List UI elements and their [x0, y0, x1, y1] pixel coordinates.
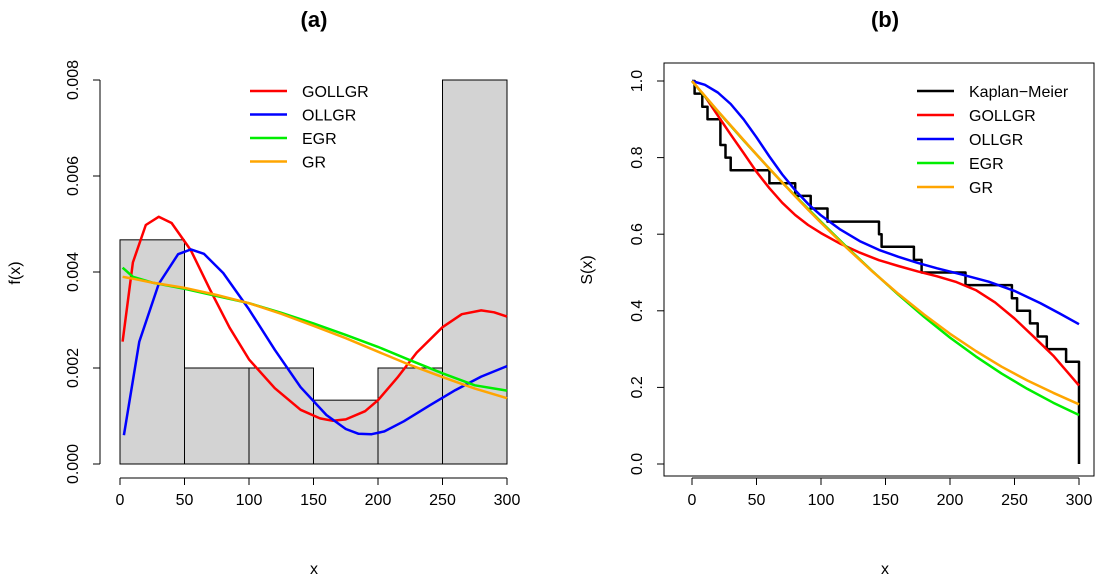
y-tick-label: 0.4 — [629, 300, 646, 322]
panel-a-y-label: f(x) — [7, 261, 24, 284]
x-tick-label: 250 — [429, 492, 456, 509]
legend-label-gollgr: GOLLGR — [302, 84, 369, 101]
legend-label-egr: EGR — [969, 156, 1004, 173]
x-tick-label: 50 — [176, 492, 194, 509]
panel-b-y-label: S(x) — [579, 255, 596, 284]
y-tick-label: 0.6 — [629, 223, 646, 245]
series-kaplan-meier-line — [692, 79, 1081, 464]
panel-b-x-axis: 0 50 100 150 200 250 300 — [688, 477, 1093, 509]
x-tick-label: 150 — [872, 492, 899, 509]
panel-b-legend: Kaplan−Meier GOLLGR OLLGR EGR GR — [917, 84, 1069, 197]
histogram-bar-6 — [442, 79, 508, 465]
series-ollgr-line — [691, 79, 1080, 326]
x-tick-label: 200 — [937, 492, 964, 509]
y-tick-label: 0.8 — [629, 146, 646, 168]
legend-label-ollgr: OLLGR — [969, 132, 1023, 149]
legend-label-kaplan-meier: Kaplan−Meier — [969, 84, 1069, 101]
panel-a-title: (a) — [301, 7, 328, 32]
y-tick-label: 0.000 — [65, 444, 82, 484]
series-gr-line — [691, 80, 1080, 406]
legend-label-gollgr: GOLLGR — [969, 108, 1036, 125]
x-tick-label: 150 — [300, 492, 327, 509]
panel-a-x-label: x — [310, 561, 318, 578]
series-gollgr-line — [121, 215, 508, 423]
legend-label-gr: GR — [302, 155, 326, 172]
x-tick-label: 100 — [236, 492, 263, 509]
x-tick-label: 300 — [494, 492, 521, 509]
panel-a-y-axis: 0.000 0.002 0.004 0.006 0.008 — [65, 60, 101, 484]
histogram-bars — [119, 79, 508, 465]
histogram-bar-3 — [248, 367, 314, 465]
panel-b-title: (b) — [871, 7, 899, 32]
x-tick-label: 0 — [688, 492, 697, 509]
series-ollgr-line — [122, 248, 508, 436]
panel-a-x-axis: 0 50 100 150 200 250 300 — [116, 477, 521, 509]
y-tick-label: 0.008 — [65, 60, 82, 100]
y-tick-label: 0.0 — [629, 453, 646, 475]
x-tick-label: 200 — [365, 492, 392, 509]
panel-b-x-label: x — [881, 561, 889, 578]
legend-label-ollgr: OLLGR — [302, 108, 356, 125]
panel-a-histogram: (a) 0 50 100 150 200 250 300 0.0000.0020.0040.… — [7, 7, 520, 578]
x-tick-label: 0 — [116, 492, 125, 509]
panel-a-legend: GOLLGR OLLGR EGR GR — [250, 84, 369, 172]
y-tick-label: 0.2 — [629, 376, 646, 398]
x-tick-label: 300 — [1066, 492, 1093, 509]
y-tick-label: 0.006 — [65, 156, 82, 196]
y-tick-label: 1.0 — [629, 70, 646, 92]
panel-b-survival: (b) 0 50 100 150 200 250 300 0.0 0.2 0.4 0.6 0.8 1.… — [579, 7, 1095, 578]
panel-b-survival-curves — [691, 79, 1081, 464]
x-tick-label: 100 — [808, 492, 835, 509]
legend-label-gr: GR — [969, 180, 993, 197]
panel-b-y-axis: 0.0 0.2 0.4 0.6 0.8 1.0 — [629, 70, 665, 475]
panel-a-density-curves — [121, 215, 508, 436]
x-tick-label: 50 — [748, 492, 766, 509]
y-tick-label: 0.002 — [65, 348, 82, 388]
series-gr-line — [122, 275, 508, 400]
y-tick-label: 0.004 — [65, 252, 82, 292]
histogram-bar-2 — [184, 367, 250, 465]
x-tick-label: 250 — [1001, 492, 1028, 509]
legend-label-egr: EGR — [302, 131, 337, 148]
series-gollgr-line — [691, 80, 1080, 387]
